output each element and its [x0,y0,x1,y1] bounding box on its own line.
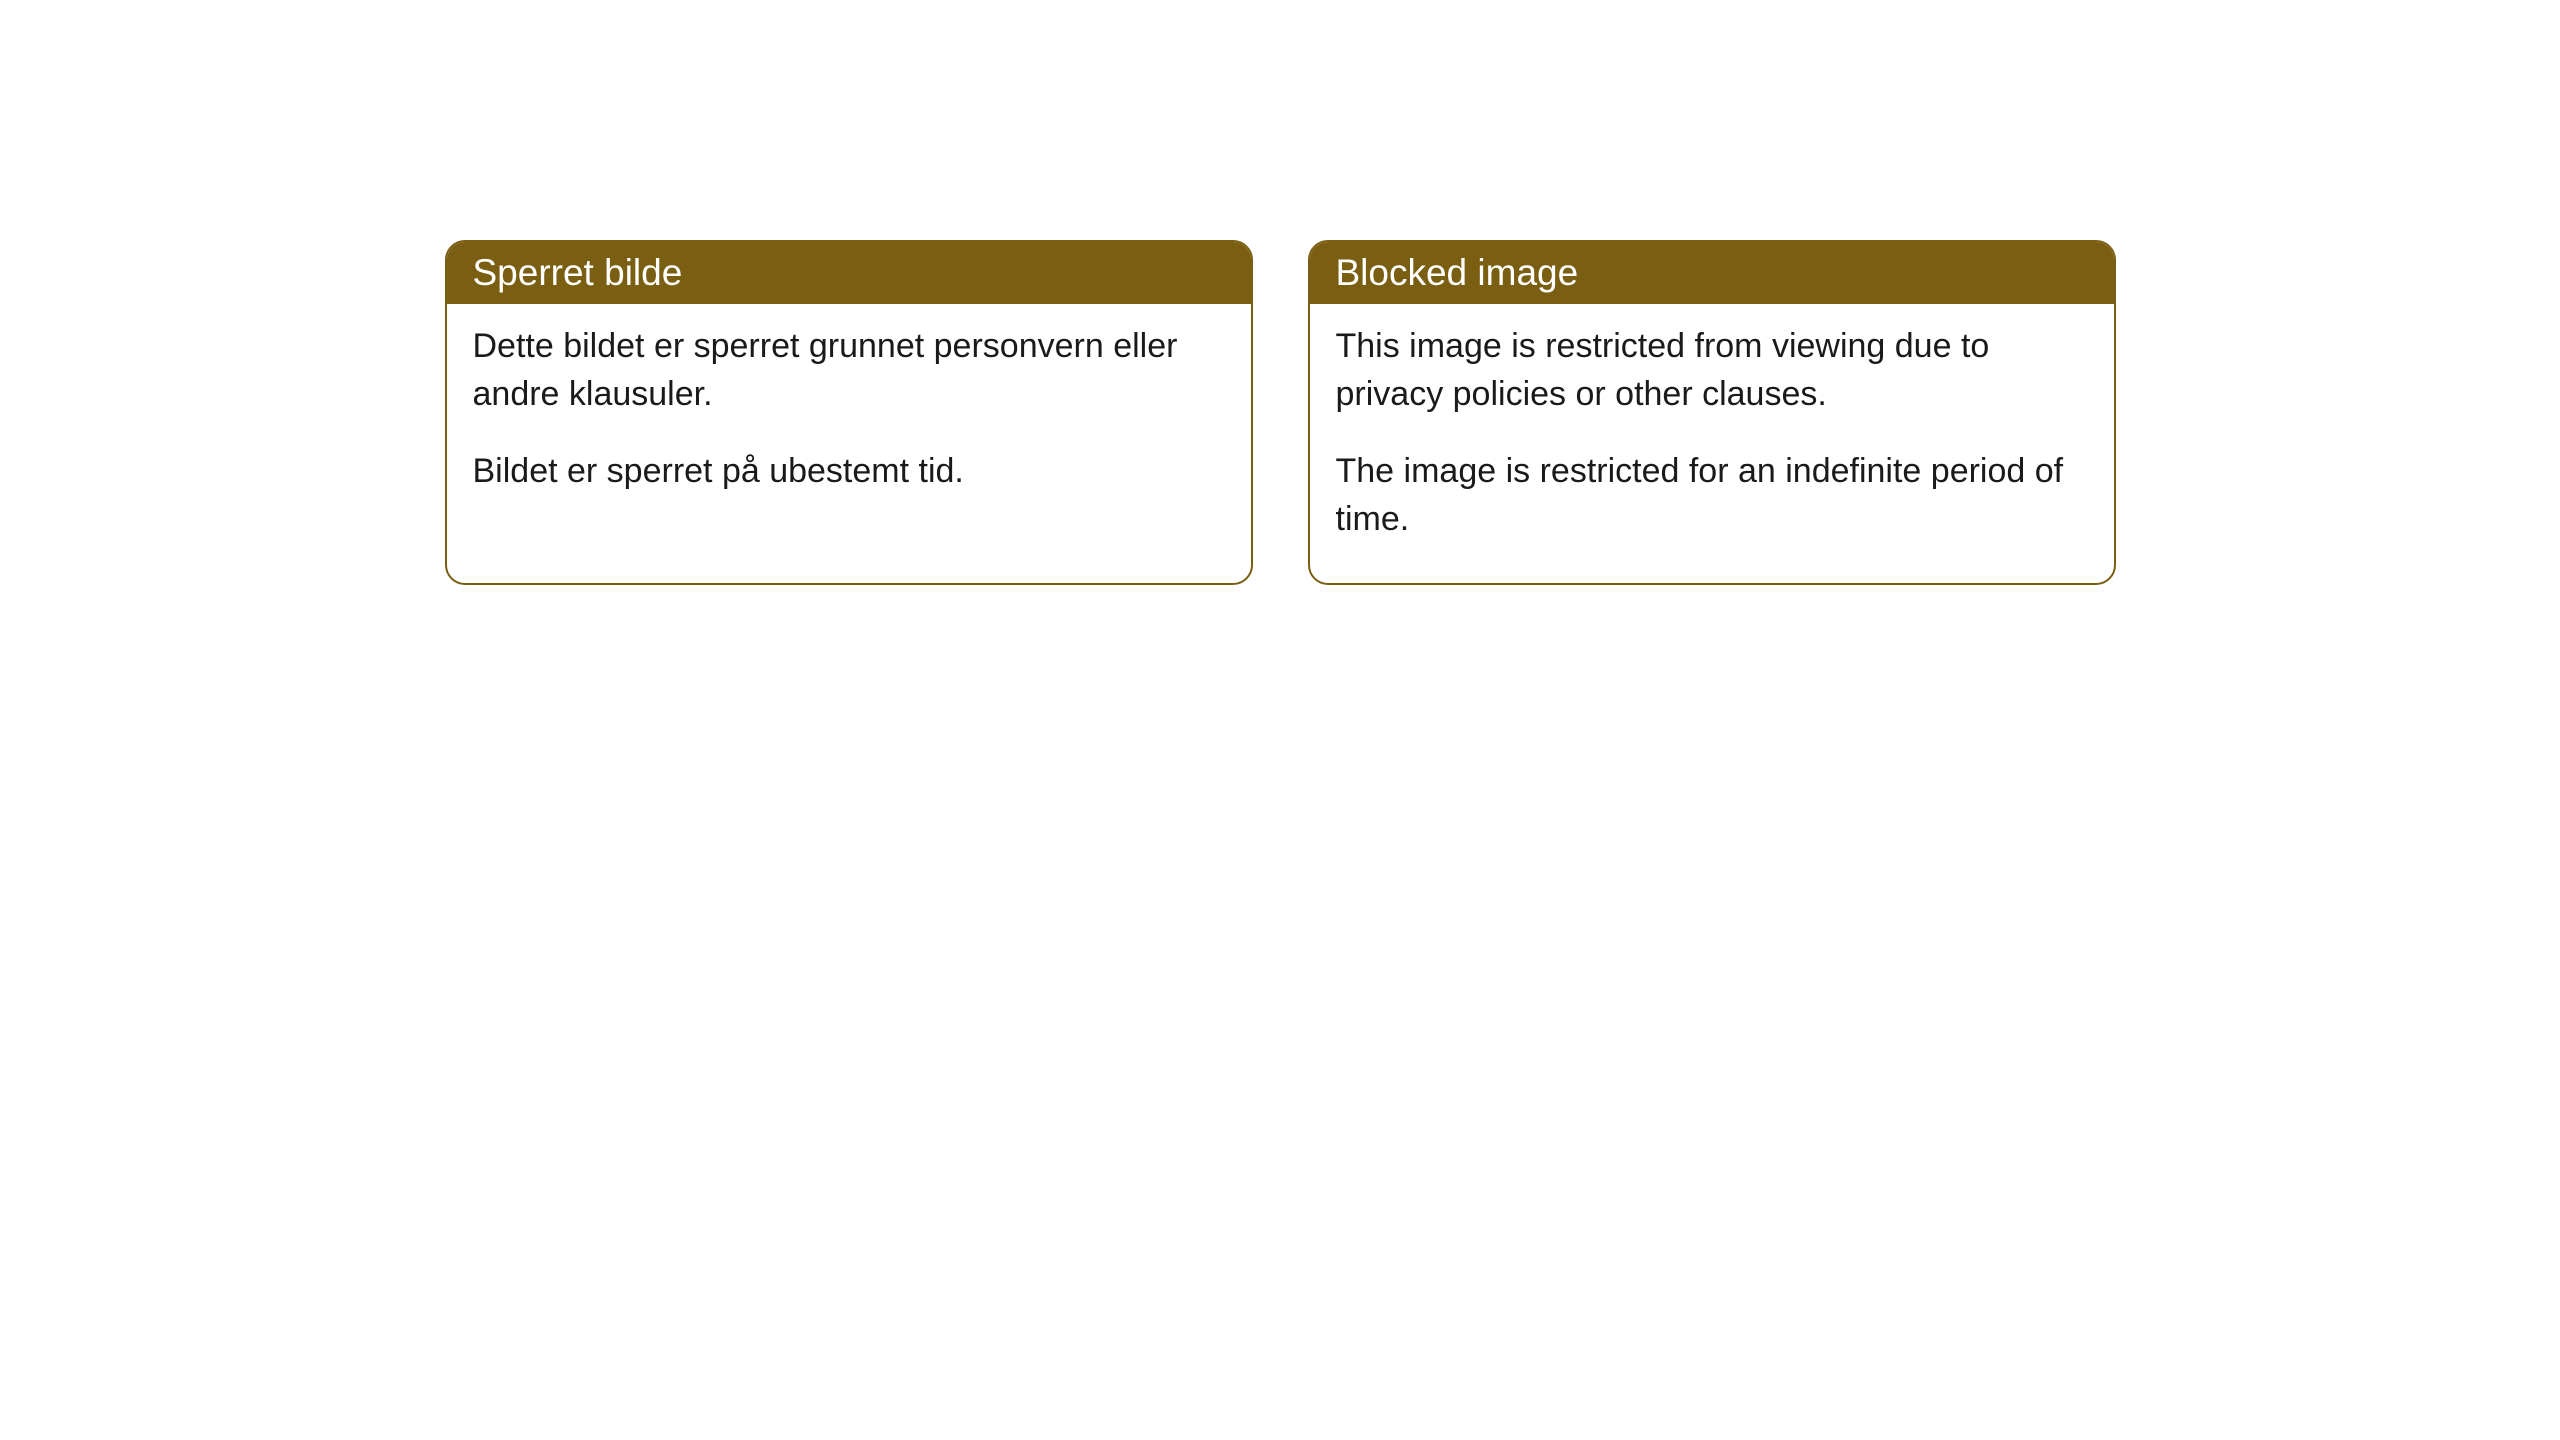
cards-container: Sperret bilde Dette bildet er sperret gr… [0,240,2560,585]
card-header-norwegian: Sperret bilde [447,242,1251,304]
card-english: Blocked image This image is restricted f… [1308,240,2116,585]
card-body-english: This image is restricted from viewing du… [1310,304,2114,583]
card-title-english: Blocked image [1336,252,1579,293]
card-title-norwegian: Sperret bilde [473,252,683,293]
card-body-norwegian: Dette bildet er sperret grunnet personve… [447,304,1251,535]
card-header-english: Blocked image [1310,242,2114,304]
card-paragraph-norwegian-1: Dette bildet er sperret grunnet personve… [473,322,1225,419]
card-paragraph-norwegian-2: Bildet er sperret på ubestemt tid. [473,447,1225,495]
card-paragraph-english-2: The image is restricted for an indefinit… [1336,447,2088,544]
card-norwegian: Sperret bilde Dette bildet er sperret gr… [445,240,1253,585]
card-paragraph-english-1: This image is restricted from viewing du… [1336,322,2088,419]
